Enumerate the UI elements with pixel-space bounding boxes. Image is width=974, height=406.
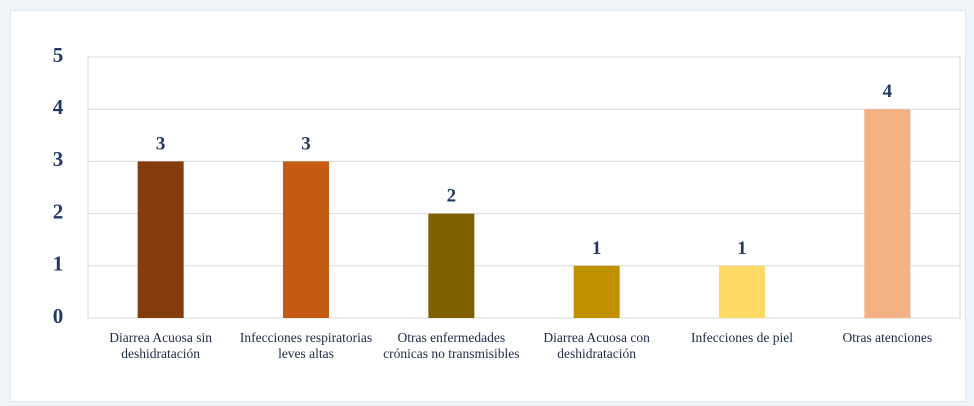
y-tick-label: 5 [53, 43, 64, 67]
bar [137, 161, 184, 318]
x-tick-label: Otras enfermedades crónicas no transmisi… [383, 330, 520, 361]
data-label: 1 [592, 238, 602, 259]
data-label: 2 [447, 186, 457, 207]
data-label: 1 [737, 238, 747, 259]
x-tick-label: Infecciones respiratorias leves altas [239, 330, 373, 361]
bar [428, 213, 475, 318]
data-label: 4 [883, 81, 893, 102]
y-tick-label: 4 [53, 95, 64, 119]
y-tick-label: 0 [53, 304, 64, 328]
y-tick-label: 1 [53, 252, 64, 276]
y-tick-label: 2 [53, 199, 64, 223]
data-label: 3 [301, 133, 311, 154]
plot-frame [87, 56, 961, 319]
x-tick-label: Diarrea Acuosa sin deshidratación [109, 330, 213, 361]
bar [864, 109, 911, 318]
bar [573, 265, 620, 318]
bar [719, 265, 765, 318]
data-label: 3 [156, 133, 166, 154]
x-tick-label: Infecciones de piel [691, 330, 793, 345]
x-tick-label: Diarrea Acuosa con deshidratación [543, 330, 650, 361]
y-tick-label: 3 [53, 147, 64, 171]
x-tick-label: Otras atenciones [842, 330, 933, 345]
bar [283, 161, 329, 318]
